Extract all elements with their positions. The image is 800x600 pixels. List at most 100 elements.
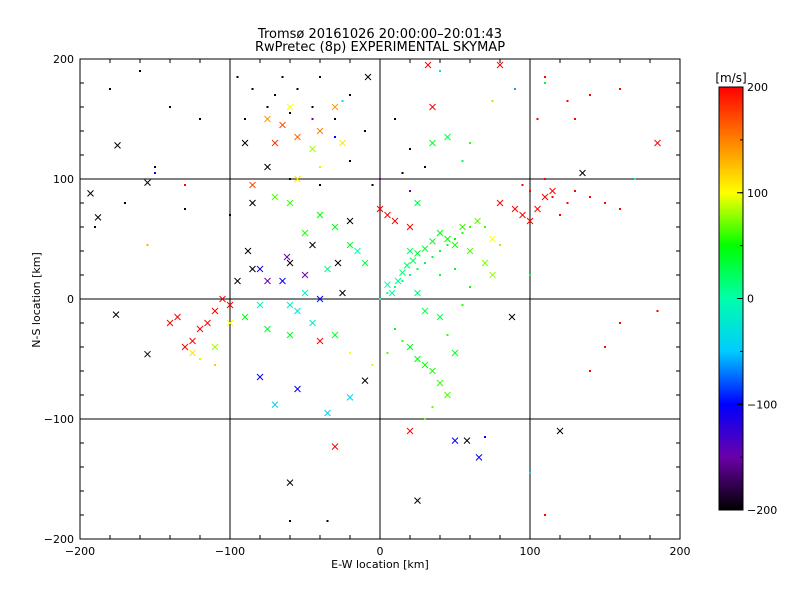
data-point-cross	[226, 301, 234, 309]
x-axis-ticks: −200 −100 0 100 200	[65, 59, 691, 558]
data-point-cross	[283, 253, 291, 261]
data-point-cross	[226, 319, 234, 327]
data-point-cross	[324, 265, 331, 273]
data-point-cross	[421, 245, 429, 252]
colorbar: [m/s] 200 100 0 −100 −200	[715, 71, 777, 517]
data-point-cross	[234, 277, 241, 285]
chart-subtitle: RwPretec (8p) EXPERIMENTAL SKYMAP	[254, 40, 506, 55]
data-point-dot	[94, 226, 96, 228]
y-tick-label: −200	[44, 533, 74, 546]
data-point-dot	[394, 118, 396, 120]
data-point-dot	[619, 88, 621, 90]
data-point-cross	[496, 61, 504, 69]
data-point-cross	[112, 311, 120, 318]
data-point-cross	[541, 193, 549, 201]
data-point-cross	[654, 139, 661, 147]
data-point-dot	[199, 118, 201, 120]
data-point-dot	[439, 274, 441, 276]
data-point-dot	[424, 262, 426, 264]
data-point-cross	[219, 295, 226, 303]
data-point-cross	[421, 361, 429, 369]
data-point-dot	[424, 166, 426, 168]
data-point-dot	[536, 118, 539, 120]
data-point-cross	[466, 247, 474, 255]
colorbar-tick-label: −200	[747, 504, 777, 517]
data-point-cross	[189, 349, 196, 357]
data-point-cross	[451, 349, 459, 357]
data-point-cross	[436, 313, 444, 321]
data-point-dot	[386, 292, 389, 294]
data-point-cross	[424, 61, 432, 69]
data-point-cross	[406, 223, 414, 231]
data-point-dot	[139, 70, 141, 72]
y-tick-label: 0	[67, 293, 74, 306]
colorbar-tick-label: 100	[747, 187, 768, 200]
colorbar-tick-label: 0	[747, 293, 754, 306]
data-point-cross	[286, 301, 294, 309]
data-point-dot	[409, 190, 411, 192]
data-point-cross	[444, 391, 451, 399]
x-tick-label: 100	[520, 545, 541, 558]
data-point-dot	[461, 232, 464, 234]
data-point-dot	[289, 520, 291, 522]
data-point-dot	[604, 346, 606, 348]
data-point-dot	[109, 88, 111, 90]
data-point-dot	[551, 196, 554, 198]
y-axis-label: N-S location [km]	[30, 252, 43, 348]
data-point-dot	[386, 352, 389, 354]
data-point-cross	[436, 379, 444, 387]
data-point-dot	[446, 334, 449, 336]
data-point-dot	[319, 166, 321, 168]
data-point-dot	[409, 274, 411, 276]
data-point-cross	[429, 238, 436, 245]
data-point-dot	[469, 226, 471, 228]
data-point-cross	[489, 271, 496, 279]
data-point-dot	[514, 88, 516, 90]
data-point-cross	[331, 331, 339, 339]
data-point-dot	[394, 328, 396, 330]
data-point-cross	[264, 277, 271, 285]
data-point-cross	[339, 289, 346, 297]
data-point-cross	[181, 343, 189, 351]
data-point-cross	[249, 199, 256, 207]
data-point-cross	[294, 385, 301, 393]
data-point-dot	[281, 76, 284, 78]
data-point-cross	[316, 337, 324, 345]
data-point-cross	[331, 103, 339, 111]
data-point-cross	[271, 401, 279, 408]
data-point-dot	[319, 76, 321, 78]
data-point-dot	[589, 196, 591, 198]
data-point-cross	[364, 73, 372, 81]
data-point-cross	[279, 277, 286, 285]
data-point-cross	[346, 217, 354, 225]
data-point-cross	[519, 211, 526, 219]
data-point-cross	[436, 229, 444, 237]
data-point-cross	[256, 265, 264, 273]
data-point-cross	[556, 427, 564, 435]
data-point-cross	[256, 373, 264, 381]
data-point-cross	[211, 307, 219, 315]
data-point-cross	[286, 199, 294, 207]
data-point-cross	[421, 307, 429, 315]
data-point-dot	[431, 406, 434, 408]
x-tick-label: 200	[670, 545, 691, 558]
data-point-dot	[349, 352, 351, 354]
data-point-dot	[311, 106, 314, 108]
data-point-dot	[619, 322, 621, 324]
data-point-cross	[489, 235, 496, 243]
data-point-cross	[429, 139, 436, 147]
data-point-dot	[289, 178, 291, 180]
data-point-cross	[346, 241, 354, 249]
data-point-dot	[454, 238, 456, 240]
data-point-cross	[286, 479, 294, 486]
data-point-dot	[529, 190, 531, 192]
data-point-cross	[406, 247, 414, 255]
data-point-cross	[511, 205, 519, 213]
data-point-cross	[264, 325, 271, 333]
data-point-dot	[244, 118, 246, 120]
data-point-cross	[361, 259, 369, 267]
data-point-dot	[439, 70, 441, 72]
data-point-dot	[544, 76, 546, 78]
data-point-cross	[166, 319, 174, 327]
data-point-dot	[296, 88, 299, 90]
